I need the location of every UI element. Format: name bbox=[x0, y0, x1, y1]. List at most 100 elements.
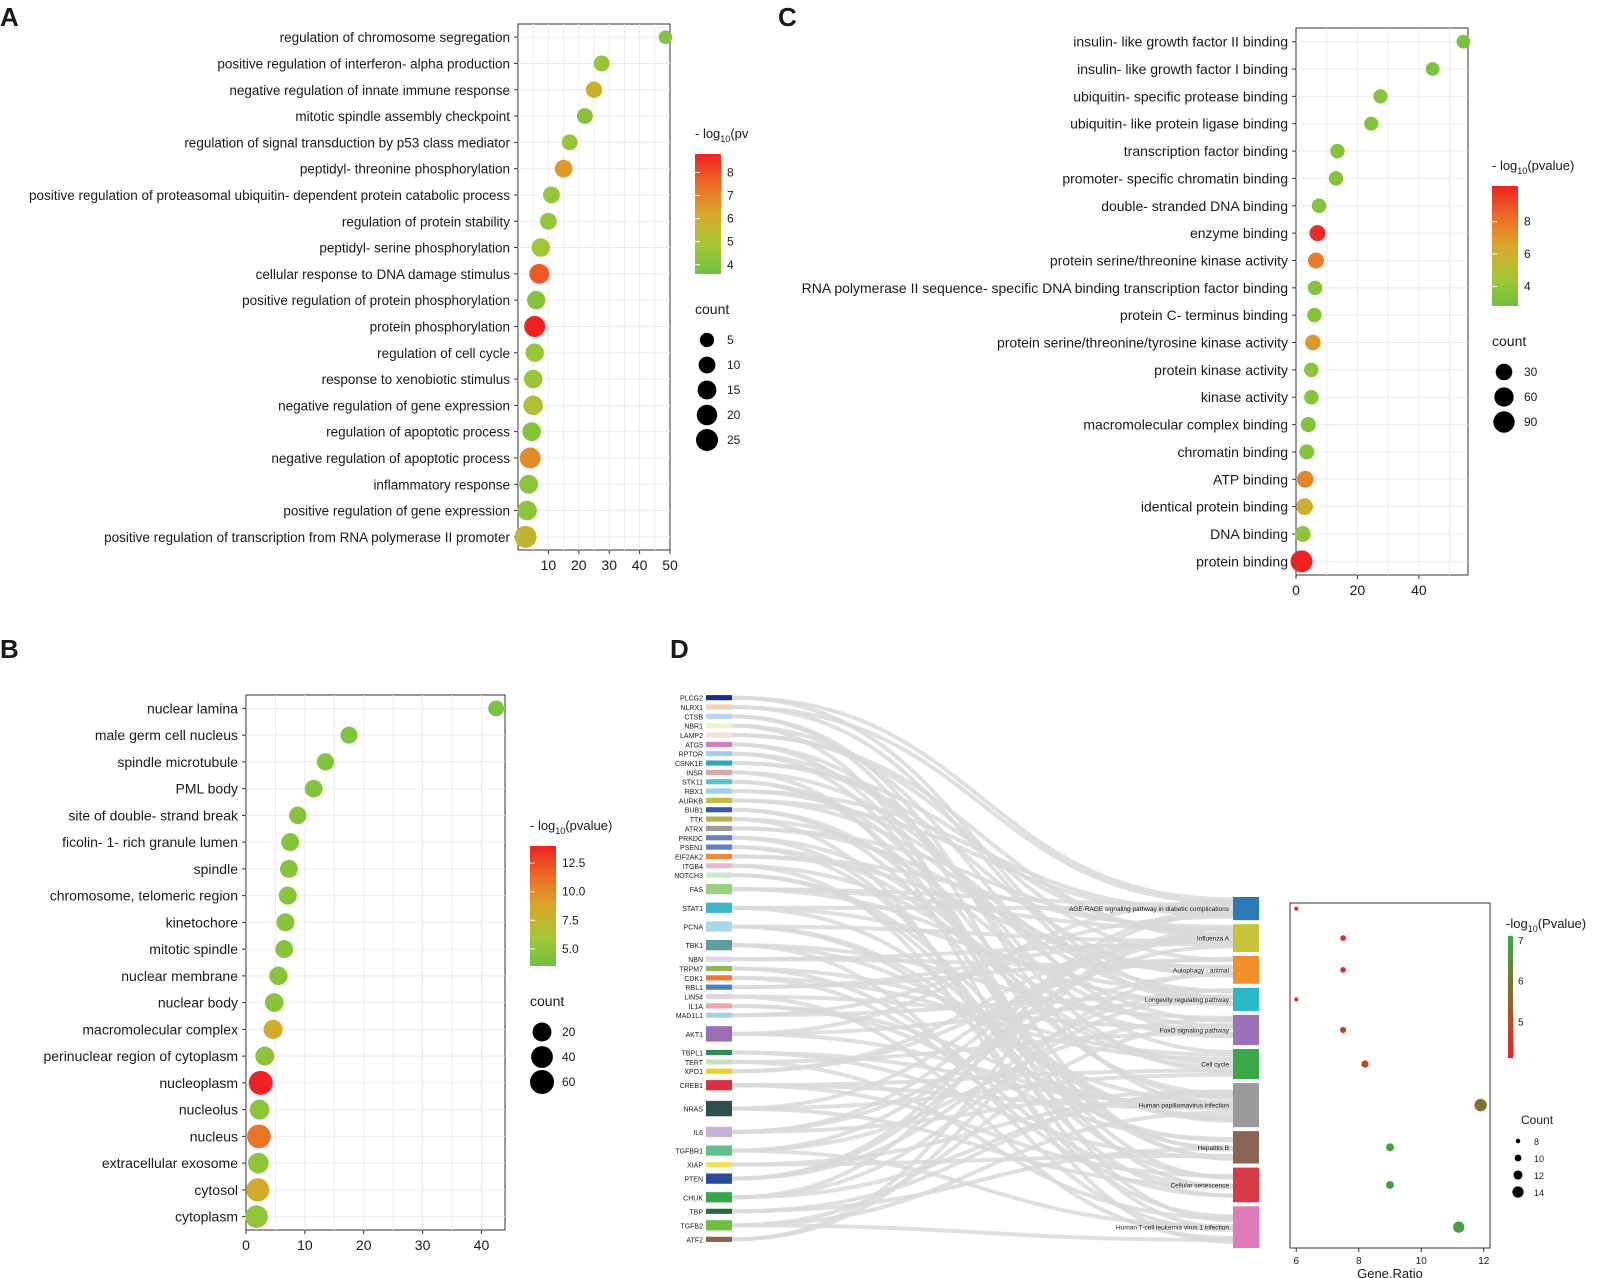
gene-bar bbox=[706, 732, 732, 738]
panel-b-category-label: PML body bbox=[175, 781, 238, 797]
panel-c-dot bbox=[1296, 498, 1313, 516]
panel-d-colorbar-label: 7 bbox=[1518, 936, 1524, 947]
gene-label: ITGB4 bbox=[683, 864, 703, 871]
panel-a-dot bbox=[524, 315, 546, 338]
panel-a-x-tick-label: 10 bbox=[541, 557, 557, 573]
panel-a-dot bbox=[525, 343, 544, 362]
gene-bar bbox=[706, 984, 732, 990]
panel-b-size-legend-dot bbox=[530, 1070, 554, 1094]
sankey-link bbox=[731, 943, 1234, 1020]
gene-label: PTEN bbox=[684, 1177, 703, 1184]
panel-c-x-tick-label: 40 bbox=[1411, 582, 1427, 598]
pathway-label: Longevity regulating pathway bbox=[1145, 997, 1230, 1004]
gene-bar bbox=[706, 1026, 732, 1042]
gene-bar bbox=[706, 816, 732, 822]
panel-b-x-tick-label: 40 bbox=[474, 1237, 490, 1253]
panel-b-size-legend-dot bbox=[532, 1022, 552, 1042]
sankey-link bbox=[731, 971, 1234, 1242]
legend-title-subscript: 10 bbox=[1517, 166, 1527, 176]
gene-bar bbox=[706, 704, 732, 710]
panel-a-category-label: negative regulation of gene expression bbox=[278, 398, 510, 413]
sankey-link bbox=[731, 944, 1234, 1153]
gene-label: TBK1 bbox=[685, 943, 703, 950]
panel-c-colorbar-label: 8 bbox=[1524, 215, 1531, 229]
sankey-link bbox=[731, 924, 1234, 944]
panel-a-dot bbox=[531, 238, 551, 257]
panel-d-size-legend-label: 8 bbox=[1534, 1137, 1539, 1147]
panel-a-category-label: positive regulation of transcription fro… bbox=[104, 530, 510, 545]
gene-label: CHUK bbox=[683, 1195, 703, 1202]
panel-c-x-tick-label: 20 bbox=[1350, 582, 1366, 598]
panel-d-size-legend-dot bbox=[1513, 1170, 1523, 1180]
panel-d-size-legend-dot bbox=[1515, 1138, 1521, 1144]
panel-b-dot bbox=[278, 886, 297, 905]
panel-d-size-legend-label: 10 bbox=[1534, 1154, 1544, 1164]
panel-d-size-legend-label: 12 bbox=[1534, 1171, 1544, 1181]
panel-d-colorbar-label: 5 bbox=[1518, 1017, 1524, 1028]
pathway-label: Autophagy - animal bbox=[1173, 967, 1230, 974]
gene-bar bbox=[706, 807, 732, 813]
panel-b-colorbar-label: 12.5 bbox=[562, 856, 586, 870]
gene-bar bbox=[706, 975, 732, 981]
panel-c-size-legend-dot bbox=[1495, 363, 1513, 381]
gene-bar bbox=[706, 751, 732, 757]
panel-b-dot bbox=[269, 966, 288, 986]
panel-c-category-label: double- stranded DNA binding bbox=[1101, 198, 1288, 214]
panel-b-size-legend-title: count bbox=[530, 993, 564, 1009]
panel-a-category-label: regulation of cell cycle bbox=[377, 346, 510, 361]
pathway-bar bbox=[1233, 1083, 1259, 1128]
gene-bar bbox=[706, 741, 732, 747]
panel-a-size-legend-dot bbox=[697, 380, 717, 400]
panel-a-dot bbox=[593, 55, 610, 72]
gene-bar bbox=[706, 1080, 732, 1091]
panel-b: nuclear lamina male germ cell nucleus spin… bbox=[43, 694, 612, 1253]
gene-label: RBX1 bbox=[685, 789, 703, 796]
panel-c-category-label: protein kinase activity bbox=[1154, 362, 1288, 378]
sankey-links bbox=[731, 695, 1234, 1244]
panel-b-size-legend-label: 40 bbox=[562, 1050, 576, 1064]
gene-bar bbox=[706, 835, 732, 841]
panel-c-category-label: transcription factor binding bbox=[1124, 143, 1288, 159]
panel-b-plot-area bbox=[245, 694, 506, 1231]
gene-label: ATG5 bbox=[685, 742, 703, 749]
gene-label: NBN bbox=[688, 957, 703, 964]
panel-c-dot bbox=[1290, 550, 1313, 573]
gene-label: PSEN1 bbox=[680, 845, 703, 852]
panel-b-dot bbox=[246, 1178, 270, 1202]
panel-d: PLCG2 NLRX1 CTSB NBR1 LAMP2 ATG5 RPTOR CSNK1E IN… bbox=[674, 695, 1586, 1278]
gene-bar bbox=[706, 1068, 732, 1074]
panel-a-dot bbox=[517, 500, 537, 521]
panel-c-plot-area bbox=[1295, 27, 1469, 576]
pathway-label: Influenza A bbox=[1197, 936, 1230, 943]
gene-bar bbox=[706, 872, 732, 878]
panel-d-dot bbox=[1294, 997, 1299, 1002]
gene-label: IL1A bbox=[689, 1004, 704, 1011]
panel-b-colorbar-label: 7.5 bbox=[562, 913, 579, 927]
panel-c-dot bbox=[1330, 143, 1345, 159]
panel-b-category-label: ficolin- 1- rich granule lumen bbox=[62, 834, 238, 850]
panel-a-category-label: positive regulation of protein phosphory… bbox=[242, 293, 510, 308]
gene-label: RBL1 bbox=[685, 985, 703, 992]
panel-b-category-label: nucleus bbox=[190, 1128, 238, 1144]
gene-bar bbox=[706, 713, 732, 719]
panel-b-dot bbox=[245, 1205, 268, 1228]
panel-d-dot bbox=[1340, 935, 1346, 941]
panel-c-category-label: protein binding bbox=[1196, 553, 1288, 569]
sankey-link bbox=[731, 1146, 1234, 1214]
gene-bar bbox=[706, 788, 732, 794]
sankey-link bbox=[731, 1110, 1234, 1228]
panel-a-size-legend-label: 10 bbox=[727, 358, 741, 372]
panel-b-x-tick-label: 20 bbox=[356, 1237, 372, 1253]
panel-a-colorbar-label: 4 bbox=[727, 258, 734, 272]
panel-a-category-label: negative regulation of apoptotic process bbox=[271, 451, 510, 466]
panel-c-dot bbox=[1307, 280, 1323, 296]
gene-bar bbox=[706, 883, 732, 895]
gene-label: STK11 bbox=[682, 780, 703, 787]
panel-c-dot bbox=[1309, 225, 1326, 242]
gene-label: TBP bbox=[689, 1209, 703, 1216]
panel-c-dot bbox=[1307, 307, 1322, 323]
panel-a-colorbar-label: 7 bbox=[727, 189, 734, 203]
panel-a-category-label: mitotic spindle assembly checkpoint bbox=[295, 109, 510, 124]
panel-c-dot bbox=[1456, 34, 1471, 49]
gene-label: AKT1 bbox=[685, 1032, 703, 1039]
